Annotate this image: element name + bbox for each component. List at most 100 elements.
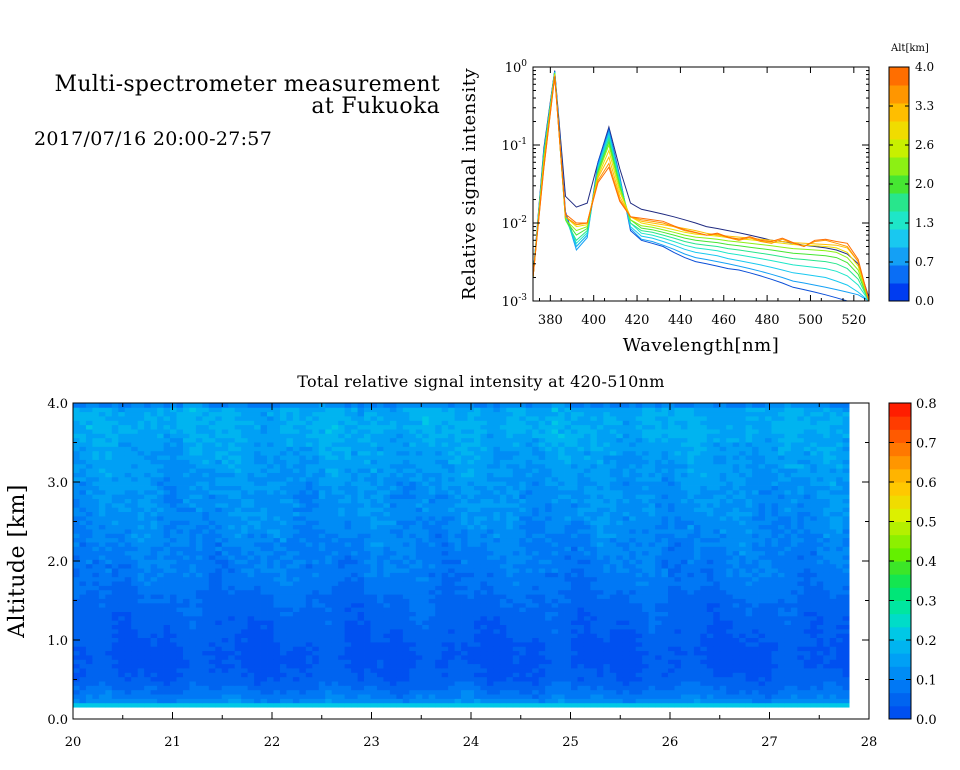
heatmap-cell [551,542,559,547]
heatmap-cell [687,611,695,617]
heatmap-cell [609,546,617,552]
heatmap-cell [144,689,152,695]
heatmap-cell [292,698,300,704]
heatmap-cell [170,585,177,591]
heatmap-cell [713,611,721,617]
heatmap-cell [435,650,443,656]
heatmap-cell [208,672,216,678]
heatmap-cell [221,689,229,695]
heatmap-cell [267,607,274,612]
heatmap-cell [661,598,669,604]
heatmap-cell [273,702,281,708]
heatmap-cell [693,546,701,552]
heatmap-cell [228,533,236,539]
heatmap-cell [124,663,132,669]
heatmap-cell [441,550,449,556]
heatmap-cell [131,641,139,647]
heatmap-cell [241,537,249,543]
heatmap-cell [836,685,844,691]
heatmap-cell [758,628,766,634]
heatmap-cell [85,611,93,617]
heatmap-cell [396,694,404,699]
heatmap-cell [648,559,656,565]
heatmap-cell [389,689,397,695]
heatmap-cell [771,576,779,582]
heatmap-cell [189,572,197,578]
heatmap-cell [564,542,572,547]
heatmap-cell [803,624,811,630]
heatmap-cell [706,650,714,656]
heatmap-cell [286,533,294,539]
heatmap-cell [124,563,132,569]
heatmap-cell [157,681,164,686]
heatmap-cell [493,694,501,699]
heatmap-cell [609,585,617,591]
heatmap-cell [228,542,236,547]
heatmap-cell [228,568,236,573]
heatmap-cell [525,598,533,604]
heatmap-cell [182,620,190,625]
heatmap-cell [765,698,772,704]
heatmap-cell [836,650,844,656]
heatmap-cell [273,633,281,639]
heatmap-cell [713,576,721,582]
heatmap-cell [512,668,520,673]
heatmap-cell [473,576,481,582]
heatmap-cell [771,646,779,652]
heatmap-cell [648,668,656,673]
heatmap-cell [603,602,611,608]
heatmap-cell [739,672,747,678]
heatmap-cell [713,555,721,560]
heatmap-cell [803,546,811,552]
heatmap-cell [771,672,779,678]
heatmap-cell [111,676,119,682]
heatmap-cell [370,698,378,704]
heatmap-cell [829,702,837,708]
heatmap-cell [648,637,656,643]
heatmap-cell [137,568,145,573]
heatmap-cell [118,594,126,599]
spectrum-y-tick-label: 10-2 [502,215,527,232]
heatmap-cell [486,641,494,647]
heatmap-cell [409,663,417,669]
heatmap-cell [215,637,223,643]
heatmap-cell [674,646,682,652]
heatmap-cell [674,533,682,539]
heatmap-cell [364,607,371,612]
heatmap-cell [506,568,514,573]
heatmap-cell [564,563,572,569]
heatmap-cell [558,676,565,682]
heatmap-cell [784,646,792,652]
heatmap-cell [441,572,449,578]
heatmap-cell [312,633,320,639]
heatmap-cell [435,589,443,595]
heatmap-cell [635,602,643,608]
heatmap-cell [234,555,242,560]
heatmap-cell [577,689,585,695]
heatmap-cell [221,594,229,599]
heatmap-cell [739,611,747,617]
heatmap-cell [189,615,197,621]
heatmap-cell [810,615,818,621]
heatmap-cell [318,598,326,604]
heatmap-cell [571,672,578,678]
heatmap-cell [111,655,119,660]
heatmap-cell [752,594,759,599]
heatmap-cell [370,689,378,695]
heatmap-cell [810,672,818,678]
heatmap-cell [564,624,572,630]
heatmap-cell [538,676,546,682]
heatmap-cell [661,589,669,595]
heatmap-cell [616,533,624,539]
heatmap-cell [208,585,216,591]
heatmap-cell [254,633,261,639]
heatmap-cell [693,620,701,625]
heatmap-cell [493,555,501,560]
heatmap-cell [836,615,844,621]
heatmap-cell [260,633,268,639]
heatmap-cell [157,624,164,630]
heatmap-cell [836,576,844,582]
heatmap-cell [364,594,371,599]
heatmap-cell [655,637,662,643]
heatmap-cell [480,602,488,608]
